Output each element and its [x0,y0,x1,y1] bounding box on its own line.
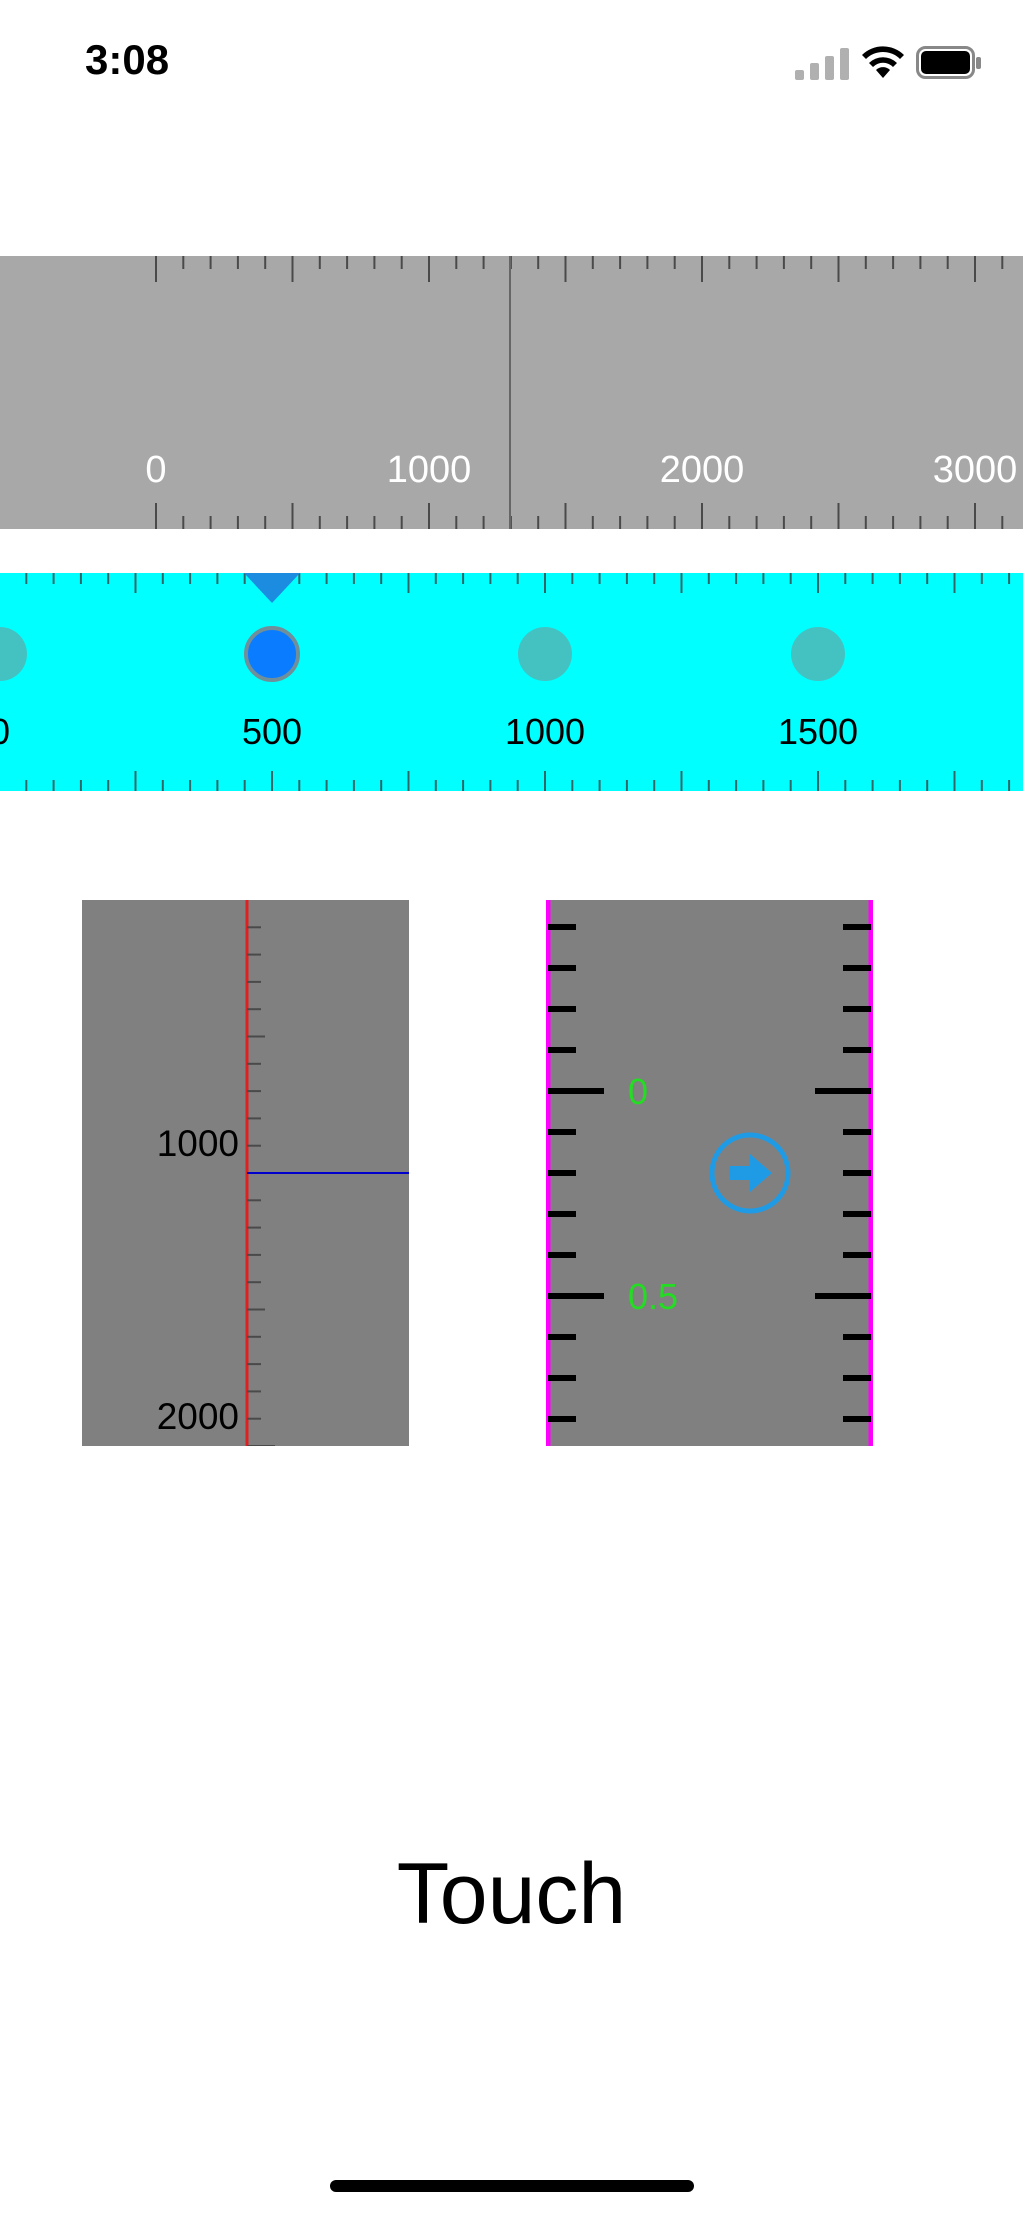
ruler-knob-selected [244,626,300,682]
ruler-knob [0,627,27,681]
ruler-label: 1500 [778,711,858,752]
ruler-label: 0 [0,711,10,752]
battery-icon [916,46,981,79]
ruler-label: 3000 [933,449,1018,491]
horizontal-ruler-grey-scale: 0 1000 2000 3000 [145,256,1018,529]
vertical-ruler-left[interactable]: 1000 2000 [82,900,409,1447]
ruler-label: 1000 [387,449,472,491]
ruler-label: 0 [145,449,166,491]
horizontal-ruler-grey[interactable]: 0 1000 2000 3000 [0,256,1023,529]
ruler-label: 0.5 [628,1276,678,1317]
status-time: 3:08 [85,36,170,83]
vertical-ruler-right[interactable]: 0 0.5 [545,900,874,1446]
ruler-label: 1000 [505,711,585,752]
wifi-icon [862,46,904,78]
arrow-right-circle-icon [709,1132,791,1214]
ruler-label: 2000 [157,1396,239,1437]
horizontal-ruler-cyan-scale: 0 500 1000 1500 [0,573,1011,791]
home-indicator[interactable] [330,2180,694,2192]
ruler-label: 0 [628,1071,648,1112]
selection-pointer [244,573,300,603]
ruler-label: 2000 [660,449,745,491]
ruler-knob [518,627,572,681]
ruler-label: 1000 [157,1123,239,1164]
vertical-ruler-left-scale: 1000 2000 [157,900,409,1447]
ruler-knob [791,627,845,681]
cellular-signal-icon [795,48,849,80]
touch-label[interactable]: Touch [396,1846,627,1942]
status-bar: 3:08 [0,0,1023,120]
ruler-label: 500 [242,711,302,752]
arrow-right-icon [730,1154,772,1192]
vertical-ruler-right-scale: 00.5 [545,900,874,1446]
horizontal-ruler-cyan[interactable]: 0 500 1000 1500 [0,573,1023,791]
